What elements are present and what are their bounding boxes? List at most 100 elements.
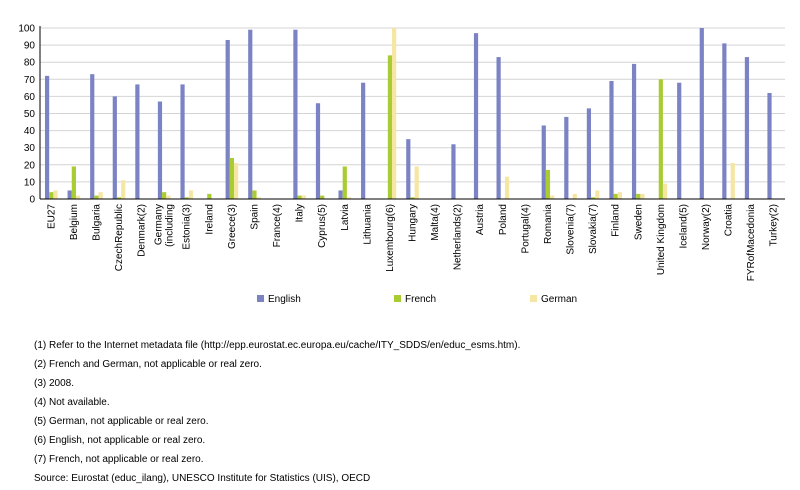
bar-german [53, 190, 58, 199]
x-tick-label: Norway(2) [701, 204, 712, 250]
bar-english [157, 101, 163, 199]
bar-english [406, 139, 411, 199]
x-tick-label: Croatia [724, 204, 735, 237]
bar-chart: 0 10 20 30 40 50 60 70 80 90 100 EU27 Belgium Bulgar… [18, 24, 785, 305]
footnote-1: (1) Refer to the Internet metadata file … [34, 340, 521, 351]
y-tick-label: 50 [24, 109, 36, 120]
bar-german [662, 183, 668, 199]
bar-english [338, 190, 343, 199]
bar-english [44, 75, 50, 199]
x-tick-label: Poland [498, 204, 509, 235]
bar-english [451, 144, 456, 199]
x-tick-label: United Kingdom [656, 204, 667, 275]
y-tick-label: 60 [24, 92, 36, 103]
x-tick-label: Turkey(2) [769, 204, 780, 246]
bar-english [225, 39, 230, 199]
x-tick-label: Greece(3) [227, 204, 238, 249]
x-tick-label: Ireland [204, 204, 215, 235]
bar-english [112, 96, 117, 199]
bar-english [180, 84, 185, 199]
grid-lines [40, 27, 785, 200]
bar-french [591, 197, 596, 199]
legend-label-german: German [541, 294, 577, 305]
bar-german [392, 28, 397, 199]
bar-english [609, 81, 614, 199]
y-tick-label: 10 [24, 177, 36, 188]
bar-french [252, 190, 257, 199]
footnote-2: (2) French and German, not applicable or… [34, 359, 262, 370]
x-tick-label: Finland [611, 204, 622, 237]
bar-french [94, 195, 99, 199]
bar-german [75, 195, 81, 199]
bar-english [699, 28, 704, 199]
bar-german [504, 176, 510, 199]
x-tick-label: Iceland(5) [678, 204, 689, 248]
bar-english [631, 63, 637, 199]
bar-french [342, 166, 347, 199]
bar-french [320, 195, 325, 199]
bar-english [361, 82, 366, 199]
bar-english [541, 125, 546, 199]
bar-french [636, 193, 641, 199]
x-tick-label: Slovenia(7) [566, 204, 577, 255]
bar-french [613, 193, 618, 199]
legend-swatch-english [257, 295, 264, 302]
bar-french [162, 192, 167, 199]
bar-french [49, 192, 54, 199]
x-tick-label: EU27 [46, 204, 57, 229]
bar-english [67, 190, 72, 199]
y-tick-label: 70 [24, 75, 36, 86]
bar-german [98, 192, 103, 199]
x-tick-label: Cyprus(5) [317, 204, 328, 248]
legend: English French German [257, 294, 577, 305]
bar-french [229, 157, 234, 199]
y-tick-label: 100 [18, 24, 35, 35]
x-tick-label: (including [165, 204, 176, 247]
bar-german [572, 193, 577, 199]
x-tick-label: Netherlands(2) [453, 204, 464, 270]
legend-swatch-german [530, 295, 537, 302]
bar-english [473, 33, 479, 199]
bar-english [293, 29, 298, 200]
x-tick-label: Malta(4) [430, 204, 441, 241]
x-tick-label: Spain [249, 204, 260, 230]
bar-french [116, 197, 122, 199]
bar-german [595, 190, 600, 199]
x-tick-label: Latvia [340, 204, 351, 231]
x-tick-label: Sweden [633, 204, 644, 240]
x-axis-tick-labels: EU27 Belgium Bulgaria CzechRepublic Denmark(… [46, 204, 779, 282]
bar-english [744, 57, 750, 199]
x-tick-label: Hungary [408, 204, 419, 242]
x-tick-label: Slovakia(7) [588, 204, 599, 254]
x-tick-label: Italy [295, 204, 306, 222]
bar-french [387, 55, 393, 199]
bar-german [617, 192, 622, 199]
y-axis-tick-labels: 0 10 20 30 40 50 60 70 80 90 100 [18, 24, 35, 206]
bar-german [414, 166, 419, 199]
bar-english [677, 82, 682, 199]
x-tick-label: Denmark(2) [137, 204, 148, 257]
bar-french [545, 169, 551, 199]
x-tick-label: Estonia(3) [182, 204, 193, 250]
footnote-5: (5) German, not applicable or real zero. [34, 416, 209, 427]
x-tick-label: Lithuania [362, 204, 373, 245]
y-tick-label: 40 [24, 126, 36, 137]
bar-french [184, 197, 189, 199]
footnote-7: (7) French, not applicable or real zero. [34, 454, 204, 465]
bar-french [207, 193, 212, 199]
x-tick-label: Bulgaria [91, 204, 102, 241]
footnotes: (1) Refer to the Internet metadata file … [34, 336, 774, 488]
legend-swatch-french [394, 295, 401, 302]
bar-english [248, 29, 253, 200]
source-note: Source: Eurostat (educ_ilang), UNESCO In… [34, 473, 371, 484]
bar-french [410, 197, 415, 199]
x-tick-label: FYRofMacedonia [746, 204, 757, 282]
y-tick-label: 20 [24, 160, 36, 171]
bar-german [166, 195, 171, 199]
bar-german [256, 197, 261, 199]
x-tick-label: Romania [543, 204, 554, 244]
bar-german [640, 193, 645, 199]
bars [44, 28, 772, 200]
x-tick-label: Belgium [69, 204, 80, 240]
bar-english [564, 116, 569, 199]
